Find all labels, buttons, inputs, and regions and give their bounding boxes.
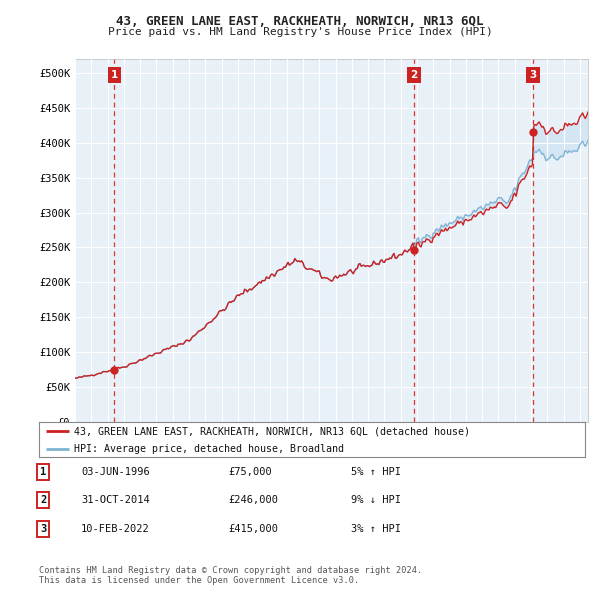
Text: 2: 2 [40, 496, 46, 505]
Text: 2: 2 [410, 70, 418, 80]
Text: HPI: Average price, detached house, Broadland: HPI: Average price, detached house, Broa… [74, 444, 344, 454]
Text: 43, GREEN LANE EAST, RACKHEATH, NORWICH, NR13 6QL: 43, GREEN LANE EAST, RACKHEATH, NORWICH,… [116, 15, 484, 28]
Text: 1: 1 [111, 70, 118, 80]
Text: 31-OCT-2014: 31-OCT-2014 [81, 496, 150, 505]
Text: Price paid vs. HM Land Registry's House Price Index (HPI): Price paid vs. HM Land Registry's House … [107, 27, 493, 37]
Text: £75,000: £75,000 [228, 467, 272, 477]
Text: 5% ↑ HPI: 5% ↑ HPI [351, 467, 401, 477]
Text: £415,000: £415,000 [228, 524, 278, 533]
Text: 10-FEB-2022: 10-FEB-2022 [81, 524, 150, 533]
Text: Contains HM Land Registry data © Crown copyright and database right 2024.
This d: Contains HM Land Registry data © Crown c… [39, 566, 422, 585]
Text: 3: 3 [40, 524, 46, 533]
Text: 43, GREEN LANE EAST, RACKHEATH, NORWICH, NR13 6QL (detached house): 43, GREEN LANE EAST, RACKHEATH, NORWICH,… [74, 427, 470, 437]
Text: 9% ↓ HPI: 9% ↓ HPI [351, 496, 401, 505]
Text: 3% ↑ HPI: 3% ↑ HPI [351, 524, 401, 533]
Text: £246,000: £246,000 [228, 496, 278, 505]
Text: 03-JUN-1996: 03-JUN-1996 [81, 467, 150, 477]
Text: 1: 1 [40, 467, 46, 477]
Text: 3: 3 [529, 70, 536, 80]
